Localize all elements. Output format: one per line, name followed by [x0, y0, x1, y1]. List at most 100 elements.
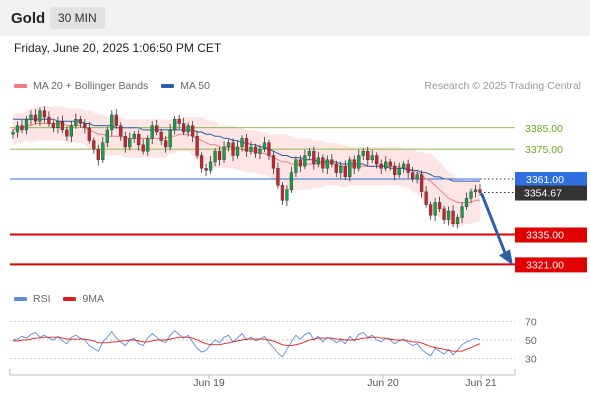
- candle: [370, 149, 374, 163]
- candle: [190, 121, 195, 143]
- candle: [213, 148, 217, 167]
- candle: [24, 116, 29, 135]
- candle: [384, 156, 388, 172]
- candle: [433, 197, 437, 222]
- candle: [352, 155, 356, 175]
- candle: [298, 155, 303, 172]
- candle: [164, 136, 168, 153]
- candle: [464, 192, 469, 210]
- legend-item-9ma: 9MA: [63, 293, 104, 305]
- bollinger-band-layer: [13, 106, 480, 226]
- candle: [110, 110, 114, 136]
- candle: [478, 183, 482, 196]
- level-label-resistance-1: 3375.00: [525, 144, 563, 156]
- candle: [119, 122, 123, 141]
- candle: [155, 119, 159, 136]
- level-labels-layer: 3385.00 3375.00 3361.00 3354.67 3335.00 3321.…: [515, 123, 587, 273]
- candle: [303, 149, 307, 170]
- level-label-support-5: 3321.00: [526, 259, 564, 271]
- rsi-9ma-line: [13, 336, 481, 352]
- legend-swatch-ma20: [14, 84, 27, 89]
- rsi-tick-label-50: 50: [525, 335, 537, 347]
- level-label-support-4: 3335.00: [526, 229, 564, 241]
- candle: [437, 196, 442, 213]
- rsi-tick-label-70: 70: [525, 316, 537, 328]
- candle: [42, 106, 47, 123]
- candle: [168, 124, 172, 151]
- candle: [177, 114, 181, 130]
- legend-swatch-ma50: [161, 84, 175, 89]
- candle: [231, 138, 235, 162]
- candle: [379, 159, 383, 175]
- candle: [146, 135, 150, 156]
- candle: [473, 185, 478, 198]
- x-axis: Jun 19 Jun 20 Jun 21: [9, 369, 516, 389]
- candle: [105, 126, 109, 148]
- candle: [128, 132, 132, 151]
- instrument-title: Gold: [11, 10, 46, 27]
- legend-swatch-9ma: [63, 297, 77, 302]
- candle: [366, 146, 370, 166]
- candle: [253, 143, 258, 158]
- candle: [244, 133, 249, 157]
- legend-label-rsi: RSI: [33, 293, 51, 305]
- candle: [402, 160, 406, 173]
- candle: [419, 170, 424, 198]
- candle: [92, 137, 96, 154]
- candle: [361, 148, 365, 160]
- candle: [150, 121, 154, 145]
- candle: [235, 141, 240, 159]
- x-tick-label: Jun 19: [193, 377, 225, 389]
- level-label-current: 3354.67: [524, 188, 562, 200]
- legend-label-ma20: MA 20 + Bollinger Bands: [33, 80, 149, 92]
- candle: [217, 146, 222, 166]
- candle: [285, 185, 289, 207]
- levels-layer: [10, 127, 515, 266]
- candle: [78, 116, 83, 128]
- candle: [195, 130, 199, 159]
- candle: [56, 116, 60, 134]
- legend-label-ma50: MA 50: [180, 80, 210, 92]
- candle: [181, 117, 186, 136]
- candle: [141, 139, 145, 155]
- level-label-resistance-0: 3385.00: [525, 123, 563, 135]
- candle: [280, 182, 285, 205]
- level-tag-support-5: [515, 257, 587, 273]
- candle: [240, 135, 244, 152]
- candle: [186, 122, 190, 137]
- timeframe-badge[interactable]: 30 MIN: [50, 7, 105, 29]
- candle: [271, 151, 276, 175]
- rsi-line: [12, 330, 481, 358]
- candle: [375, 152, 379, 169]
- candle: [357, 149, 361, 172]
- legend-swatch-rsi: [14, 297, 27, 302]
- candle: [415, 171, 419, 184]
- candle: [38, 107, 42, 126]
- candle: [348, 156, 352, 182]
- candle: [330, 154, 334, 168]
- candle: [204, 163, 208, 177]
- candle: [96, 144, 100, 166]
- candle: [132, 130, 136, 143]
- header-bar: Gold 30 MIN: [0, 0, 590, 36]
- forecast-arrow: [480, 193, 513, 266]
- candle: [393, 161, 397, 181]
- candle: [11, 128, 15, 139]
- level-tag-pivot: [515, 171, 587, 187]
- price-legend: MA 20 + Bollinger Bands MA 50: [14, 80, 210, 92]
- candle: [33, 109, 38, 125]
- candle: [325, 155, 329, 175]
- bollinger-band: [13, 106, 480, 226]
- candle: [222, 141, 226, 163]
- candle: [339, 161, 343, 179]
- candle: [312, 146, 316, 170]
- x-tick-label: Jun 20: [367, 377, 399, 389]
- candle: [410, 166, 415, 183]
- candle: [334, 160, 338, 178]
- legend-item-ma20: MA 20 + Bollinger Bands: [14, 80, 151, 92]
- legend-item-ma50: MA 50: [161, 80, 210, 92]
- candle: [424, 186, 428, 208]
- candle: [316, 151, 320, 168]
- candle: [47, 111, 51, 127]
